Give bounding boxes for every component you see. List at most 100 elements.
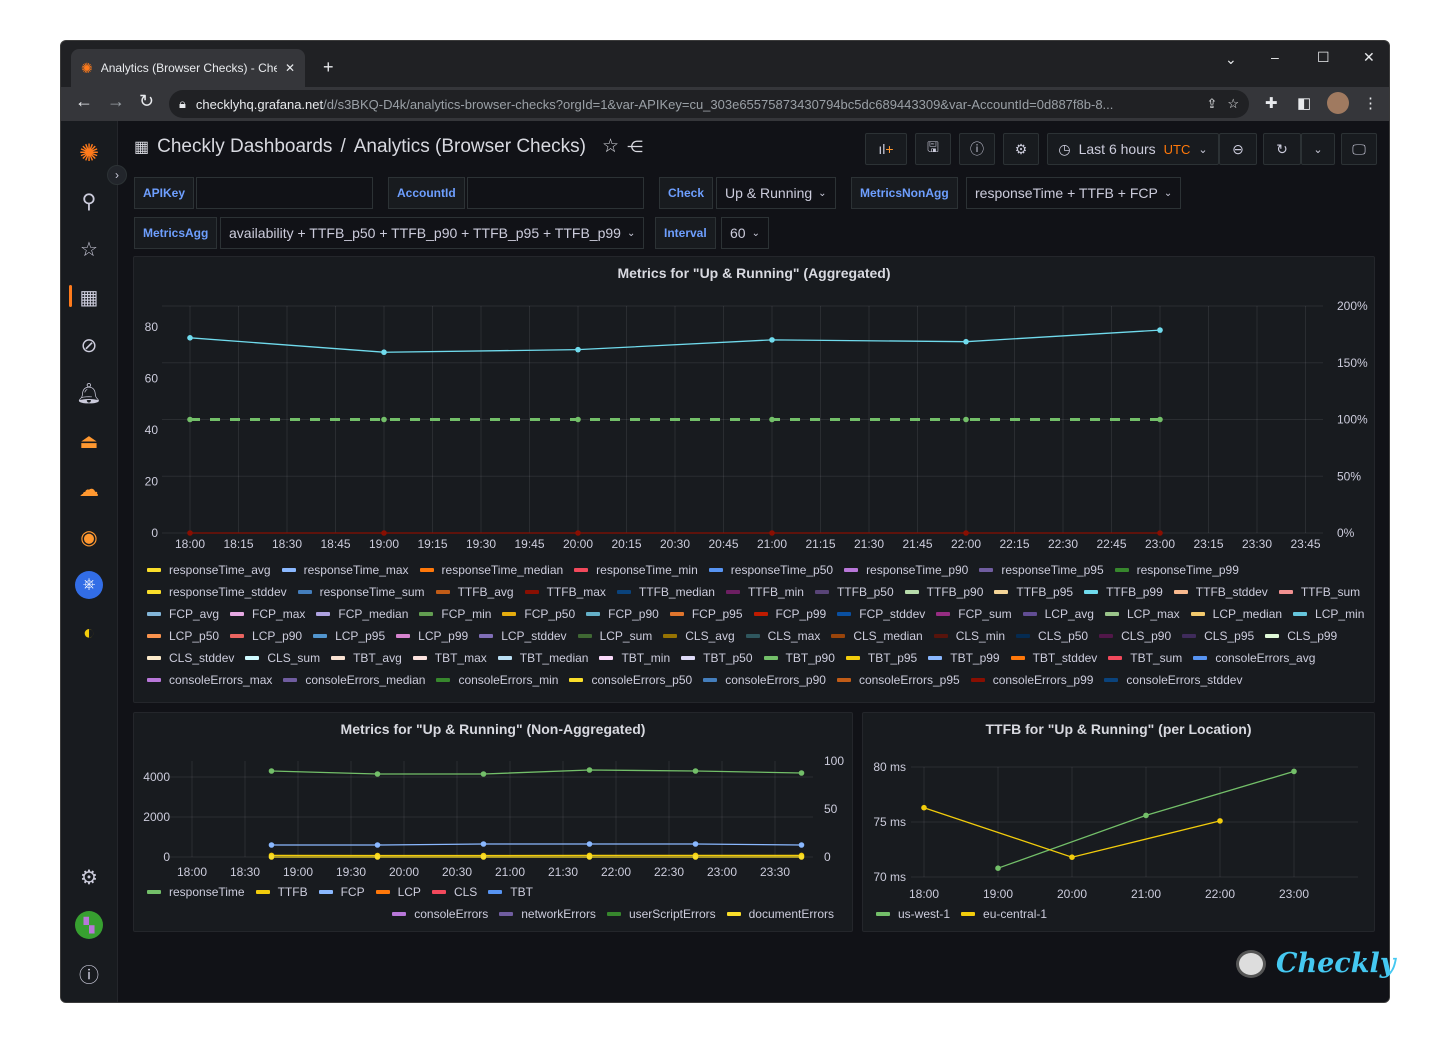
legend-item[interactable]: consoleErrors_p99 (970, 673, 1093, 687)
grafana-logo[interactable]: ✺ (78, 139, 100, 167)
var-select-metricsagg[interactable]: availability + TTFB_p50 + TTFB_p90 + TTF… (220, 217, 645, 249)
data-point[interactable] (586, 854, 593, 860)
legend-item[interactable]: consoleErrors_min (436, 673, 558, 687)
legend-item[interactable]: TTFB_median (616, 585, 715, 599)
bookmark-star-icon[interactable]: ☆ (1227, 96, 1239, 111)
legend-item[interactable]: LCP_p90 (230, 629, 302, 643)
var-input-apikey[interactable] (196, 177, 373, 209)
non-aggregated-chart[interactable]: 18:00 18:30 19:00 19:30 20:00 20:30 21:00 21:30… (134, 713, 854, 881)
synthetic-icon[interactable]: ◐ (82, 621, 96, 644)
explore-icon[interactable]: ⊘ (80, 334, 98, 357)
data-point[interactable] (480, 841, 487, 847)
minimize-button[interactable]: – (1271, 49, 1279, 65)
legend-item[interactable]: responseTime_p90 (844, 563, 968, 577)
zoom-out-button[interactable]: ⊖ (1219, 133, 1257, 165)
legend-item[interactable]: LCP_min (1293, 607, 1364, 621)
data-point[interactable] (769, 337, 775, 343)
legend-item[interactable]: CLS_max (745, 629, 820, 643)
legend-item[interactable]: LCP_p95 (313, 629, 385, 643)
legend-item[interactable]: FCP_avg (147, 607, 219, 621)
legend-item[interactable]: TBT_min (599, 651, 670, 665)
forward-icon[interactable]: → (107, 91, 125, 111)
new-tab-button[interactable]: + (323, 57, 334, 77)
legend-item[interactable]: CLS (431, 885, 477, 899)
legend-item[interactable]: consoleErrors_max (147, 673, 272, 687)
legend-item[interactable]: CLS_sum (245, 651, 320, 665)
dashboard-info-button[interactable]: ⓘ (959, 133, 995, 165)
data-point[interactable] (586, 841, 593, 847)
legend-item[interactable]: LCP_median (1190, 607, 1282, 621)
var-select-check[interactable]: Up & Running ⌄ (716, 177, 836, 209)
legend-item[interactable]: responseTime_p99 (1114, 563, 1239, 577)
data-point[interactable] (268, 768, 275, 774)
save-dashboard-button[interactable]: 🖫 (915, 133, 951, 165)
legend-item[interactable]: responseTime_max (281, 563, 409, 577)
data-point[interactable] (692, 841, 699, 847)
legend-item[interactable]: consoleErrors (392, 907, 488, 921)
legend-item[interactable]: TBT_p99 (928, 651, 1000, 665)
data-point[interactable] (1291, 768, 1297, 775)
legend-item[interactable]: responseTime_p50 (708, 563, 833, 577)
data-point[interactable] (1143, 812, 1149, 819)
data-point[interactable] (798, 842, 805, 848)
refresh-interval-dropdown[interactable]: ⌄ (1301, 133, 1335, 165)
legend-item[interactable]: LCP_stddev (479, 629, 567, 643)
legend-item[interactable]: responseTime_p95 (979, 563, 1104, 577)
data-point[interactable] (575, 530, 581, 536)
legend-item[interactable]: consoleErrors_avg (1193, 651, 1315, 665)
legend-item[interactable]: eu-central-1 (961, 907, 1047, 921)
data-point[interactable] (381, 530, 387, 536)
legend-item[interactable]: CLS_p99 (1265, 629, 1337, 643)
legend-item[interactable]: TBT (488, 885, 533, 899)
legend-item[interactable]: FCP_median (316, 607, 408, 621)
legend-item[interactable]: FCP_p99 (753, 607, 826, 621)
add-panel-button[interactable]: ıl+ (865, 133, 907, 165)
legend-item[interactable]: documentErrors (726, 907, 834, 921)
data-point[interactable] (374, 771, 381, 777)
data-point[interactable] (963, 416, 969, 423)
menu-icon[interactable]: ⋮ (1363, 95, 1378, 112)
page-title[interactable]: Analytics (Browser Checks) (353, 135, 586, 157)
close-window-button[interactable]: ✕ (1363, 49, 1375, 65)
legend-item[interactable]: TBT_p95 (845, 651, 917, 665)
var-select-interval[interactable]: 60 ⌄ (721, 217, 769, 249)
oncall-icon[interactable]: ⏏ (79, 430, 99, 453)
data-point[interactable] (963, 338, 969, 345)
data-point[interactable] (187, 416, 193, 423)
extensions-icon[interactable]: ✚ (1265, 95, 1278, 112)
data-point[interactable] (374, 854, 381, 860)
legend-item[interactable]: CLS_avg (663, 629, 735, 643)
data-point[interactable] (575, 346, 581, 353)
legend-item[interactable]: us-west-1 (876, 907, 950, 921)
legend-item[interactable]: TBT_median (497, 651, 588, 665)
panel-non-aggregated[interactable]: Metrics for "Up & Running" (Non-Aggregat… (133, 712, 853, 932)
legend-item[interactable]: responseTime (147, 885, 245, 899)
refresh-button[interactable]: ↻ (1263, 133, 1301, 165)
data-point[interactable] (995, 865, 1001, 871)
data-point[interactable] (374, 842, 381, 848)
tab-search-icon[interactable]: ⌄ (1225, 51, 1237, 67)
data-point[interactable] (1157, 327, 1163, 333)
data-point[interactable] (769, 416, 775, 423)
legend-item[interactable]: userScriptErrors (606, 907, 716, 921)
reload-icon[interactable]: ↻ (139, 91, 155, 111)
data-point[interactable] (1217, 818, 1223, 824)
data-point[interactable] (1157, 416, 1163, 423)
data-point[interactable] (268, 842, 275, 848)
help-icon[interactable]: ⓘ (79, 964, 99, 987)
legend-item[interactable]: TBT_p90 (763, 651, 835, 665)
data-point[interactable] (798, 854, 805, 860)
data-point[interactable] (187, 335, 193, 341)
legend-item[interactable]: FCP_min (419, 607, 491, 621)
legend-item[interactable]: LCP_avg (1022, 607, 1094, 621)
legend-item[interactable]: consoleErrors_p50 (569, 673, 692, 687)
legend-item[interactable]: LCP_sum (577, 629, 652, 643)
legend-item[interactable]: CLS_p95 (1182, 629, 1254, 643)
data-point[interactable] (692, 768, 699, 774)
data-point[interactable] (480, 854, 487, 860)
data-point[interactable] (575, 416, 581, 423)
expand-sidebar-button[interactable]: › (107, 165, 127, 185)
legend-item[interactable]: TTFB_p50 (814, 585, 894, 599)
panel-per-location[interactable]: TTFB for "Up & Running" (per Location) 1… (862, 712, 1375, 932)
legend-item[interactable]: FCP_sum (936, 607, 1012, 621)
